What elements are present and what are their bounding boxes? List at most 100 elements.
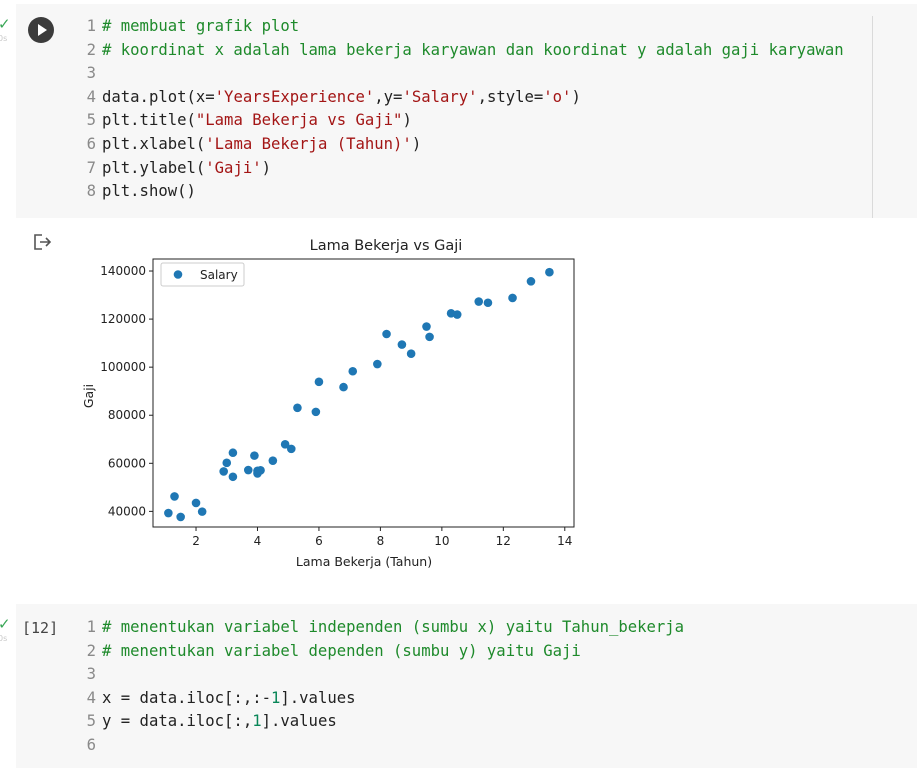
line-number: 8 <box>86 182 96 201</box>
code-token: x = data.iloc[:,:- <box>102 688 271 707</box>
success-check-icon: ✓ <box>0 15 11 33</box>
code-token: "Lama Bekerja vs Gaji" <box>195 111 403 130</box>
data-point <box>191 498 201 508</box>
code-line[interactable]: 7 plt.ylabel('Gaji') <box>84 157 844 181</box>
data-point <box>483 298 493 308</box>
code-line[interactable]: 6 <box>84 734 684 758</box>
code-token: data.plot(x= <box>102 87 215 106</box>
y-tick-label: 80000 <box>108 408 146 422</box>
code-token: plt.ylabel( <box>102 158 206 177</box>
code-token: # menentukan variabel dependen (sumbu y)… <box>102 641 581 660</box>
data-point <box>422 322 431 331</box>
code-token: 'Salary' <box>402 87 478 106</box>
x-tick-label: 4 <box>254 534 262 548</box>
x-tick-label: 2 <box>192 534 200 548</box>
data-point <box>545 267 554 277</box>
code-token: ,style= <box>477 87 544 106</box>
y-axis-label: Gaji <box>81 384 96 408</box>
line-number: 6 <box>86 735 96 754</box>
line-number: 5 <box>86 712 96 731</box>
code-token: 'Gaji' <box>205 158 262 177</box>
run-cell-button[interactable] <box>28 17 54 43</box>
code-line[interactable]: 5 y = data.iloc[:,1].values <box>84 710 684 734</box>
line-number: 6 <box>86 134 96 153</box>
code-token: 'o' <box>543 87 572 106</box>
data-point <box>526 277 536 286</box>
data-point <box>228 448 238 458</box>
code-token: ) <box>571 87 581 106</box>
data-point <box>348 366 358 376</box>
line-number: 5 <box>86 111 96 130</box>
line-number: 3 <box>86 64 96 83</box>
execution-time: 0s <box>0 634 8 643</box>
legend: Salary <box>160 262 245 287</box>
output-icon[interactable] <box>32 232 54 252</box>
data-point <box>256 465 265 475</box>
code-line[interactable]: 1 # membuat grafik plot <box>84 15 844 39</box>
x-tick-label: 10 <box>434 534 449 548</box>
code-line[interactable]: 5 plt.title("Lama Bekerja vs Gaji") <box>84 109 844 133</box>
code-token: # koordinat x adalah lama bekerja karyaw… <box>102 40 844 59</box>
line-number: 7 <box>86 158 96 177</box>
code-line[interactable]: 1 # menentukan variabel independen (sumbu… <box>84 616 684 640</box>
data-point <box>425 332 434 342</box>
code-line[interactable]: 4 data.plot(x='YearsExperience',y='Salary… <box>84 86 844 110</box>
data-point <box>197 507 207 516</box>
code-token: ) <box>261 158 272 177</box>
code-token: ].values <box>261 712 337 731</box>
data-point <box>243 465 253 475</box>
data-point <box>311 407 321 417</box>
code-editor[interactable]: 1 # membuat grafik plot 2 # koordinat x ada… <box>84 15 844 204</box>
code-line[interactable]: 6 plt.xlabel('Lama Bekerja (Tahun)') <box>84 133 844 157</box>
code-token: 'YearsExperience' <box>214 87 375 106</box>
data-point <box>250 451 259 460</box>
code-line[interactable]: 8 plt.show() <box>84 180 844 204</box>
code-line[interactable]: 4 x = data.iloc[:,:-1].values <box>84 687 684 711</box>
y-tick-label: 120000 <box>100 312 146 326</box>
line-number: 3 <box>86 665 96 684</box>
code-token: plt.title( <box>102 111 196 130</box>
line-number: 2 <box>86 40 96 59</box>
code-token: ,y= <box>374 87 403 106</box>
data-point <box>382 329 391 339</box>
data-point <box>280 440 290 449</box>
chart-title: Lama Bekerja vs Gaji <box>310 238 463 254</box>
data-point <box>474 297 484 306</box>
code-cell-variables[interactable] <box>16 604 917 768</box>
code-line[interactable]: 3 <box>84 62 844 86</box>
line-number: 1 <box>86 618 96 636</box>
code-line[interactable]: 2 # menentukan variabel dependen (sumbu y… <box>84 640 684 664</box>
execution-count: [12] <box>22 619 59 637</box>
success-check-icon: ✓ <box>0 615 11 633</box>
y-tick-label: 140000 <box>100 264 146 278</box>
x-tick-label: 14 <box>557 534 572 548</box>
y-tick-label: 40000 <box>108 504 146 518</box>
code-editor[interactable]: 1 # menentukan variabel independen (sumbu… <box>84 616 684 758</box>
legend-box <box>160 262 245 287</box>
code-token: # membuat grafik plot <box>102 17 300 35</box>
x-tick-label: 12 <box>496 534 511 548</box>
code-token: plt.show() <box>102 182 196 201</box>
data-point <box>339 382 348 392</box>
code-cell-plot[interactable] <box>16 4 917 218</box>
code-token: 'Lama Bekerja (Tahun)' <box>205 134 412 153</box>
execution-time: 0s <box>0 34 8 43</box>
code-line[interactable]: 2 # koordinat x adalah lama bekerja karya… <box>84 39 844 63</box>
code-token: plt.xlabel( <box>102 134 206 153</box>
legend-marker <box>173 270 183 279</box>
legend-label: Salary <box>200 268 238 282</box>
y-tick-label: 100000 <box>100 360 146 374</box>
y-tick-label: 60000 <box>108 456 146 470</box>
code-line[interactable]: 3 <box>84 663 684 687</box>
data-point <box>293 403 302 413</box>
x-tick-label: 6 <box>315 534 323 548</box>
code-token: ) <box>411 134 422 153</box>
play-icon <box>38 24 47 36</box>
data-point <box>222 458 232 468</box>
data-point <box>452 310 462 319</box>
code-token: # menentukan variabel independen (sumbu … <box>102 618 685 636</box>
data-point <box>508 293 517 303</box>
line-number: 1 <box>86 17 96 35</box>
data-point <box>373 359 382 369</box>
line-number: 4 <box>86 688 96 707</box>
